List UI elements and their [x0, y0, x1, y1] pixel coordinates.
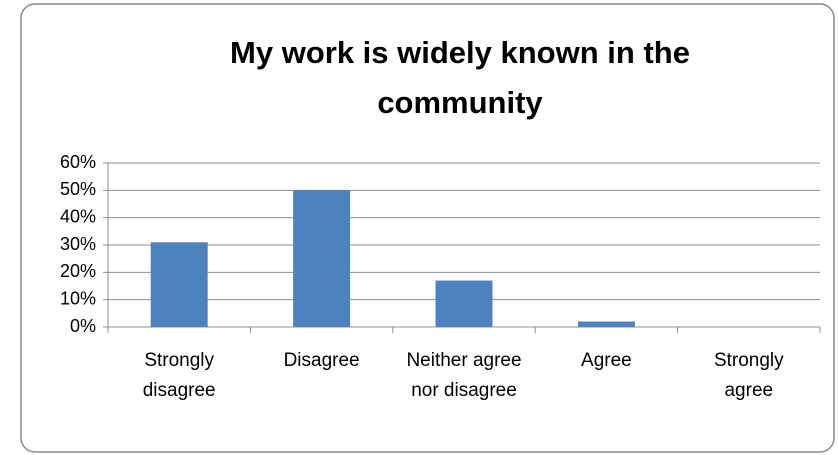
y-tick-label: 10% [60, 288, 96, 308]
x-tick-label: Agree [581, 350, 632, 371]
x-tick-label: Neither agree nor disagree [406, 350, 522, 401]
bar [577, 321, 635, 327]
x-tick-label: Strongly disagree [142, 350, 216, 401]
chart-border [20, 3, 835, 453]
bar [150, 242, 208, 327]
x-tick-label: Disagree [283, 350, 360, 371]
y-tick-label: 30% [60, 234, 96, 254]
y-tick-label: 50% [60, 179, 96, 199]
y-tick-label: 20% [60, 261, 96, 281]
chart-title: My work is widely known in the community [230, 35, 690, 120]
bar [293, 190, 351, 327]
y-tick-label: 40% [60, 206, 96, 226]
y-tick-label: 0% [70, 316, 96, 336]
x-tick-label: Strongly agree [713, 350, 784, 401]
y-tick-label: 60% [60, 152, 96, 172]
bar [435, 280, 493, 327]
